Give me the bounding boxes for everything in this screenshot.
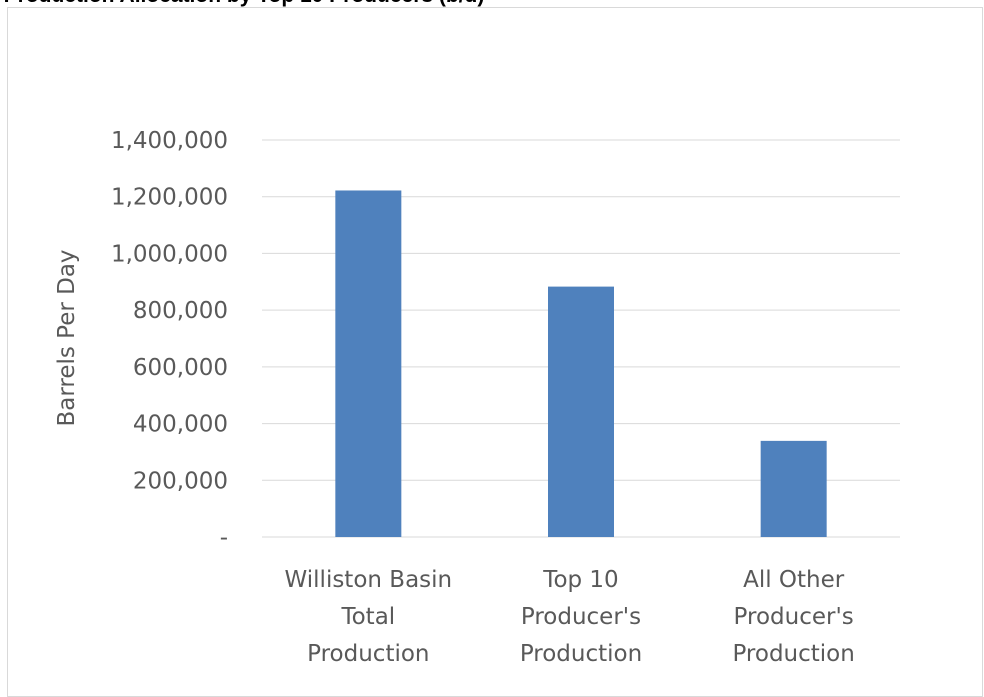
y-tick-label: 800,000 bbox=[133, 298, 228, 324]
category-labels: Williston Basin Total Production Top 10 Prod… bbox=[285, 567, 855, 667]
y-tick-label: 1,200,000 bbox=[111, 185, 228, 211]
category-label-line: Production bbox=[307, 641, 429, 667]
category-label: Williston Basin Total Production bbox=[285, 567, 453, 667]
bar bbox=[335, 190, 402, 537]
y-tick-label: - bbox=[220, 525, 228, 551]
category-label-line: Producer's bbox=[734, 604, 854, 630]
y-tick-label: 1,400,000 bbox=[111, 128, 228, 154]
category-label-line: Production bbox=[732, 641, 854, 667]
bars bbox=[335, 190, 827, 537]
chart-title: l Production Allocation by Top 10 Produc… bbox=[0, 0, 484, 8]
y-axis-title: Barrels Per Day bbox=[54, 249, 80, 426]
category-label-line: Production bbox=[520, 641, 642, 667]
y-tick-label: 1,000,000 bbox=[111, 241, 228, 267]
category-label-line: Top 10 bbox=[542, 567, 618, 593]
category-label-line: Producer's bbox=[521, 604, 641, 630]
category-label-line: Total bbox=[340, 604, 395, 630]
y-tick-labels: - 200,000 400,000 600,000 800,000 1,000,000 1,… bbox=[111, 128, 228, 551]
bar bbox=[760, 440, 827, 537]
y-tick-label: 400,000 bbox=[133, 412, 228, 438]
y-tick-label: 200,000 bbox=[133, 468, 228, 494]
y-tick-label: 600,000 bbox=[133, 355, 228, 381]
category-label-line: Williston Basin bbox=[285, 567, 453, 593]
bar bbox=[548, 286, 614, 537]
category-label: Top 10 Producer's Production bbox=[520, 567, 642, 667]
category-label: All Other Producer's Production bbox=[732, 567, 854, 667]
category-label-line: All Other bbox=[743, 567, 845, 593]
